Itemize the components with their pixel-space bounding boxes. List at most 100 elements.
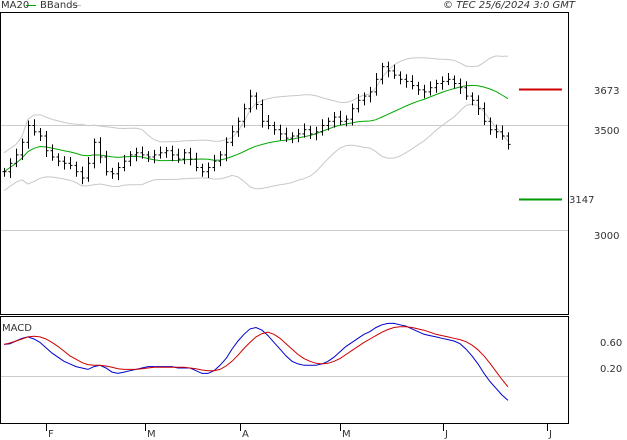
price-bar [158, 146, 163, 159]
bollinger-bands [3, 55, 509, 192]
price-bar [134, 147, 139, 162]
price-bar [488, 117, 493, 135]
y-tick-3000: 3000 [594, 231, 619, 242]
price-bar [374, 73, 379, 96]
price-bar [170, 145, 175, 162]
price-bar [476, 95, 481, 115]
macd-line [3, 322, 509, 401]
price-bar [266, 115, 271, 130]
ma20-legend-swatch [26, 5, 36, 6]
price-bar [92, 138, 97, 169]
price-bar [62, 156, 67, 170]
price-bar [470, 92, 475, 106]
price-bar [290, 132, 295, 144]
month-label-m2: M [342, 429, 351, 440]
price-bar [236, 117, 241, 137]
price-bar [68, 157, 73, 170]
price-bar [218, 151, 223, 167]
month-label-m1: M [147, 429, 156, 440]
price-bar [50, 144, 55, 161]
price-bar [80, 166, 85, 185]
price-bar [26, 120, 31, 149]
price-bar [146, 151, 151, 163]
support-label: 3147 [569, 195, 594, 206]
price-bar [8, 158, 13, 178]
resistance-label: 3673 [594, 86, 619, 97]
price-bar [308, 125, 313, 139]
price-bar [482, 102, 487, 126]
price-bar [32, 119, 37, 136]
macd-panel-frame [0, 316, 569, 424]
price-bar [272, 121, 277, 135]
ma20-line [3, 84, 509, 173]
price-bar [20, 138, 25, 160]
x-axis: F M A M J J [46, 424, 552, 440]
price-bar [38, 128, 43, 142]
macd-y-tick-1: 0.20 [600, 364, 622, 375]
price-bar [338, 110, 343, 126]
signal-line [3, 326, 509, 388]
price-bar [128, 151, 133, 167]
macd-series [3, 322, 509, 401]
price-bar [230, 125, 235, 147]
price-bar [260, 99, 265, 128]
price-bar [2, 167, 7, 177]
price-bar [152, 149, 157, 164]
price-bar [494, 124, 499, 139]
price-bar [332, 112, 337, 128]
price-bar [344, 115, 349, 127]
bbands-legend-label: BBands [40, 0, 78, 11]
price-bars [2, 61, 511, 185]
price-bar [440, 76, 445, 90]
macd-title: MACD [2, 323, 32, 334]
price-bar [188, 147, 193, 166]
month-label-j2: J [548, 429, 552, 440]
price-bar [176, 148, 181, 163]
month-label-a: A [242, 429, 249, 440]
ma20-path [3, 84, 509, 173]
price-bar [392, 64, 397, 79]
price-bar [44, 130, 49, 157]
price-bar [98, 137, 103, 164]
price-bar [452, 75, 457, 89]
price-bar [422, 84, 427, 99]
price-bar [362, 92, 367, 106]
month-label-j1: J [444, 429, 448, 440]
price-bar [86, 157, 91, 182]
price-bar [224, 137, 229, 162]
price-bar [500, 125, 505, 140]
price-bar [14, 148, 19, 168]
price-bar [404, 74, 409, 88]
price-bar [326, 117, 331, 131]
price-bar [302, 123, 307, 138]
price-bar [182, 149, 187, 165]
price-bar [242, 103, 247, 128]
price-bar [74, 161, 79, 177]
price-bar [458, 78, 463, 94]
price-bar [200, 163, 205, 177]
price-bar [410, 75, 415, 90]
bband-lower [3, 103, 509, 192]
price-bar [398, 71, 403, 85]
price-bar [380, 62, 385, 85]
price-bar [356, 94, 361, 113]
price-bar [164, 146, 169, 158]
price-bar [254, 92, 259, 110]
y-tick-3500: 3500 [594, 126, 619, 137]
price-bar [446, 73, 451, 86]
price-bar [248, 89, 253, 113]
price-bar [278, 124, 283, 141]
price-bar [386, 61, 391, 78]
price-bar [122, 154, 127, 172]
price-bar [140, 146, 145, 159]
price-bar [464, 81, 469, 100]
price-bar [212, 154, 217, 172]
month-label-f: F [48, 429, 54, 440]
price-bar [296, 128, 301, 143]
price-bar [368, 86, 373, 103]
source-label: © TEC 25/6/2024 3:0 GMT [443, 0, 576, 11]
price-bar [350, 103, 355, 126]
price-bar [320, 119, 325, 136]
ma20-legend-label: MA20 [1, 0, 29, 11]
